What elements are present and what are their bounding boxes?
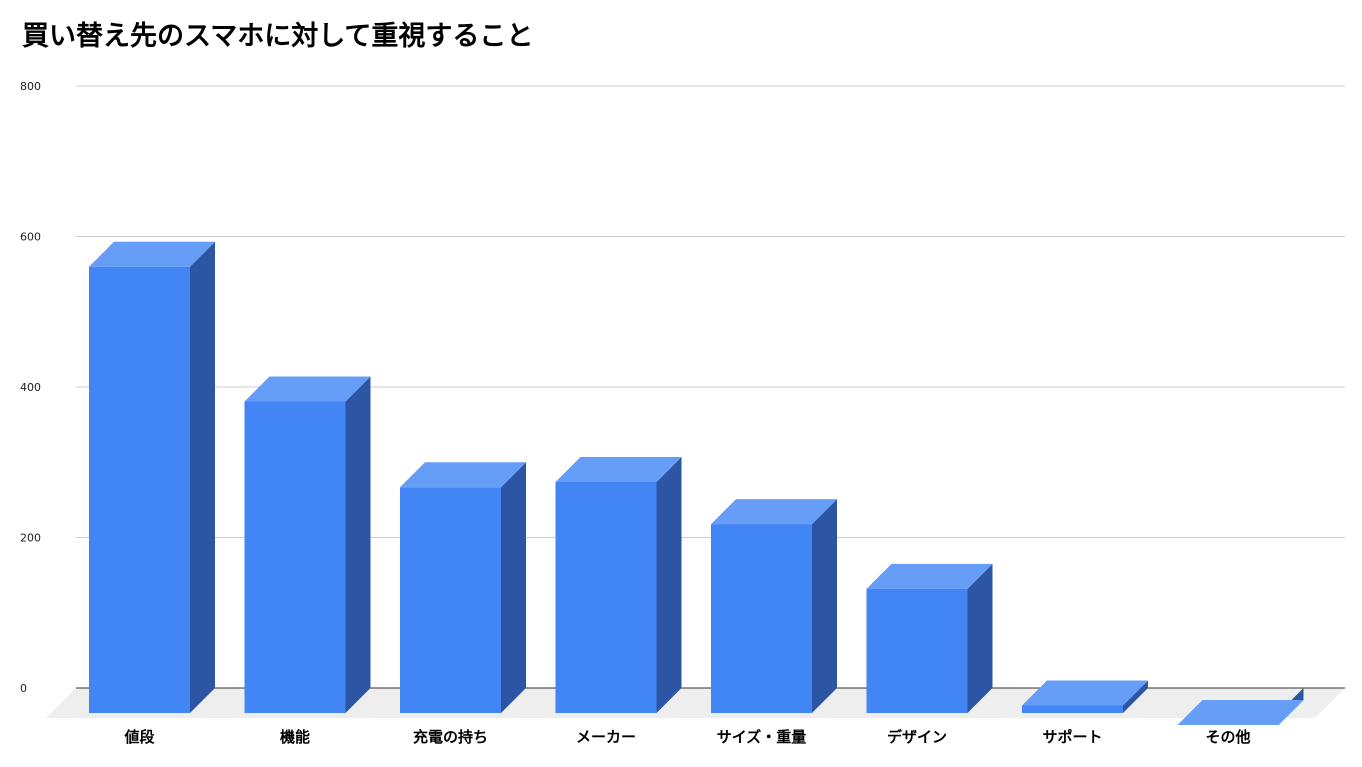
bar-side-face <box>812 499 837 713</box>
y-tick-label: 600 <box>20 231 41 244</box>
y-tick-label: 800 <box>20 80 41 93</box>
x-tick-label: 値段 <box>123 728 154 746</box>
chart-floor <box>46 688 1345 718</box>
bar-side-face <box>345 376 371 713</box>
y-tick-label: 200 <box>20 532 41 545</box>
bar-top-face <box>400 462 526 488</box>
y-tick-label: 400 <box>20 381 41 394</box>
y-tick-labels-layer: 0 200 400 600 800 <box>20 80 41 695</box>
x-tick-label: サポート <box>1042 728 1102 746</box>
bar-side-face <box>1123 680 1148 713</box>
bar-top-face <box>711 499 837 525</box>
bar-side-face <box>967 563 993 713</box>
x-tick-labels-layer: 値段 機能 充電の持ち メーカー サイズ・重量 デザイン サポート その他 <box>123 728 1250 746</box>
bars-layer <box>89 241 1304 726</box>
bar-front-face <box>866 588 968 713</box>
bar <box>244 376 371 713</box>
bar-front-face <box>555 481 657 713</box>
bar-front-face <box>244 401 346 713</box>
bar <box>1022 680 1148 713</box>
bar-top-face <box>1022 680 1148 706</box>
x-tick-label: 充電の持ち <box>413 728 488 746</box>
bar-top-face <box>244 376 371 402</box>
chart-title: 買い替え先のスマホに対して重視すること <box>22 21 534 52</box>
bar-top-face <box>555 456 682 482</box>
bar <box>866 563 993 713</box>
bar-top-face <box>1177 700 1304 726</box>
bar <box>555 456 682 713</box>
bar <box>711 499 837 713</box>
x-tick-label: その他 <box>1205 728 1250 746</box>
bar-front-face <box>400 487 501 713</box>
bar-front-face <box>1022 705 1123 713</box>
bar-top-face <box>866 563 993 589</box>
bar-front-face <box>89 266 190 713</box>
bar-top-face <box>89 241 215 267</box>
y-tick-label: 0 <box>20 682 27 695</box>
bar <box>400 462 526 713</box>
x-tick-label: 機能 <box>280 728 310 746</box>
bar-side-face <box>190 241 215 713</box>
chart-floor-layer <box>46 688 1345 718</box>
x-tick-label: サイズ・重量 <box>717 728 807 746</box>
bar-front-face <box>711 524 812 713</box>
bar <box>1177 688 1304 726</box>
bar-side-face <box>501 462 526 713</box>
x-tick-label: メーカー <box>576 728 636 746</box>
x-tick-label: デザイン <box>887 728 947 746</box>
bar <box>89 241 215 713</box>
bar-side-face <box>656 456 682 713</box>
